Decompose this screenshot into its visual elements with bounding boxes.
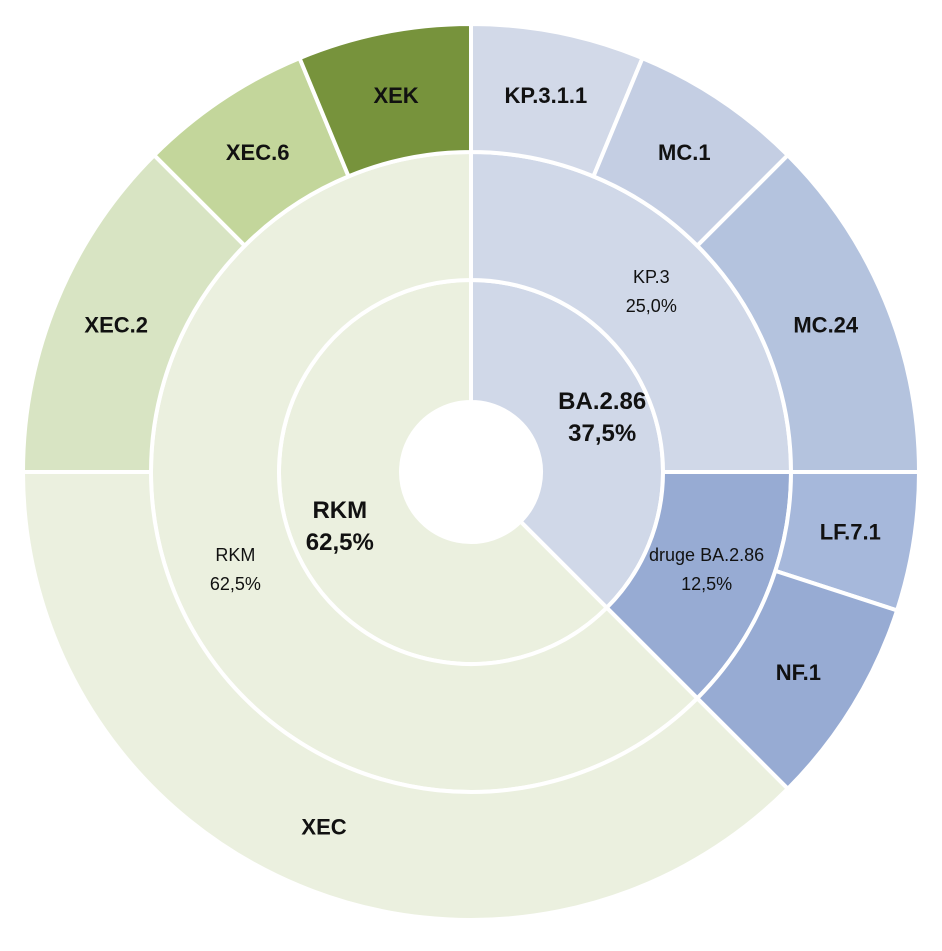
- middle-ring: [149, 149, 794, 794]
- segment-name: XEC: [301, 814, 346, 839]
- segment-name: MC.24: [793, 313, 859, 338]
- segment-value: 62,5%: [210, 574, 261, 594]
- middle-label-kp-3: KP.3 25,0%: [626, 267, 677, 316]
- segment-value: 12,5%: [681, 574, 732, 594]
- inner-label-rkm: RKM 62,5%: [306, 497, 374, 556]
- segment-value: 25,0%: [626, 296, 677, 316]
- middle-label-rkm: RKM 62,5%: [210, 545, 261, 594]
- segment-name: NF.1: [776, 660, 821, 685]
- outer-label-xec-2: XEC.2: [84, 313, 148, 338]
- segment-name: KP.3.1.1: [505, 83, 588, 108]
- segment-name: MC.1: [658, 140, 711, 165]
- outer-segment-xec: [20, 470, 791, 922]
- segment-name: BA.2.86: [558, 388, 646, 415]
- inner-ring: [277, 277, 665, 666]
- middle-label-druge-ba-2-86: druge BA.2.86 12,5%: [649, 545, 764, 594]
- segment-name: RKM: [312, 497, 367, 524]
- outer-label-nf-1: NF.1: [776, 660, 821, 685]
- outer-label-lf-7-1: LF.7.1: [820, 520, 881, 545]
- inner-label-ba-2-86: BA.2.86 37,5%: [558, 388, 646, 447]
- outer-segment-xek: [296, 21, 473, 179]
- outer-ring: [20, 21, 922, 922]
- outer-label-kp-3-1-1: KP.3.1.1: [505, 83, 588, 108]
- outer-label-xec: XEC: [301, 814, 346, 839]
- segment-name: druge BA.2.86: [649, 545, 764, 565]
- segment-name: KP.3: [633, 267, 670, 287]
- outer-label-mc-1: MC.1: [658, 140, 711, 165]
- outer-label-mc-24: MC.24: [793, 313, 859, 338]
- segment-value: 37,5%: [568, 420, 636, 447]
- segment-name: XEK: [373, 83, 418, 108]
- segment-name: LF.7.1: [820, 520, 881, 545]
- segment-value: 62,5%: [306, 529, 374, 556]
- outer-label-xek: XEK: [373, 83, 418, 108]
- segment-name: RKM: [215, 545, 255, 565]
- outer-label-xec-6: XEC.6: [226, 140, 290, 165]
- segment-name: XEC.6: [226, 140, 290, 165]
- segment-labels: BA.2.86 37,5% RKM 62,5% KP.3 25,0% druge BA.2.…: [84, 83, 880, 839]
- segment-name: XEC.2: [84, 313, 148, 338]
